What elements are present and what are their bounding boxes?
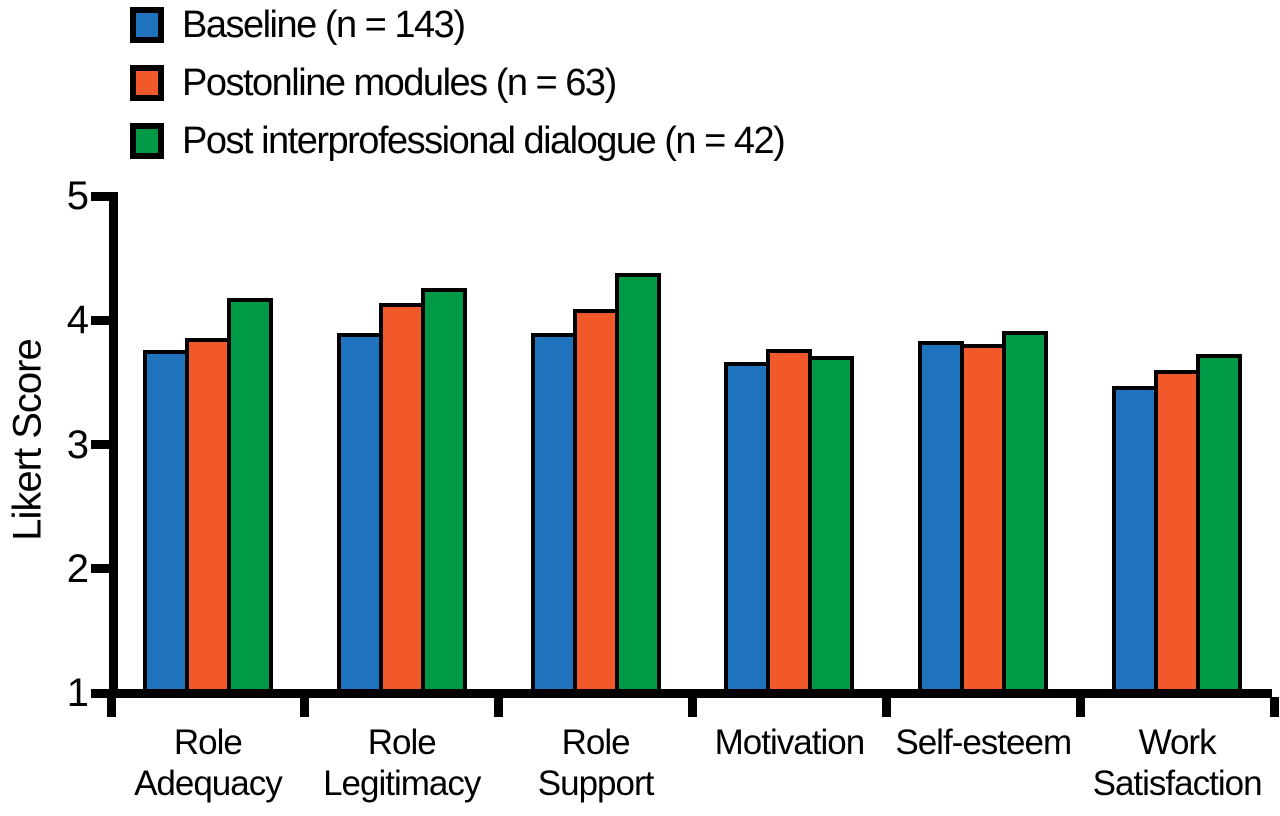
- x-tick: [688, 697, 697, 717]
- bar-work-satisfaction-baseline: [1112, 386, 1159, 693]
- x-category-label-role-legitimacy: Role Legitimacy: [292, 722, 512, 804]
- legend-swatch-postonline-modules: [130, 65, 164, 101]
- bar-role-adequacy-postonline-modules: [184, 337, 231, 693]
- bar-motivation-postonline-modules: [766, 348, 813, 693]
- y-tick-label: 2: [66, 546, 89, 591]
- bar-role-adequacy-baseline: [142, 350, 189, 693]
- x-category-label-line: Role: [173, 723, 243, 762]
- x-category-label-self-esteem: Self-esteem: [873, 722, 1093, 763]
- y-axis-line: [109, 192, 118, 697]
- x-category-label-line: Satisfaction: [1092, 764, 1263, 803]
- x-category-label-line: Role: [561, 723, 631, 762]
- x-category-label-role-adequacy: Role Adequacy: [98, 722, 318, 804]
- x-category-label-line: Self-esteem: [895, 723, 1072, 762]
- bar-motivation-baseline: [724, 362, 771, 693]
- bar-role-legitimacy-baseline: [336, 332, 383, 693]
- bar-self-esteem-postonline-modules: [960, 343, 1007, 693]
- x-category-label-line: Role: [367, 723, 437, 762]
- legend-item-post-interprofessional-dialogue: Post interprofessional dialogue (n = 42): [130, 118, 786, 164]
- x-category-label-line: Adequacy: [134, 764, 283, 803]
- x-category-label-role-support: Role Support: [486, 722, 706, 804]
- bar-role-legitimacy-post-interprofessional-dialogue: [420, 287, 467, 693]
- x-category-label-line: Legitimacy: [323, 764, 481, 803]
- bar-work-satisfaction-postonline-modules: [1154, 369, 1201, 693]
- x-tick: [300, 697, 310, 717]
- y-tick-label: 3: [66, 422, 89, 467]
- x-tick: [1269, 697, 1279, 717]
- x-tick: [1075, 697, 1085, 717]
- y-tick: [91, 440, 109, 449]
- y-tick-label: 4: [66, 298, 89, 343]
- legend-swatch-baseline: [130, 7, 164, 43]
- x-tick: [106, 697, 116, 717]
- y-tick: [91, 564, 109, 574]
- bar-motivation-post-interprofessional-dialogue: [808, 356, 855, 693]
- bar-self-esteem-post-interprofessional-dialogue: [1002, 331, 1049, 693]
- x-category-label-line: Motivation: [714, 723, 866, 762]
- y-tick: [91, 315, 109, 325]
- bar-self-esteem-baseline: [918, 341, 965, 693]
- bar-role-support-postonline-modules: [572, 309, 619, 693]
- legend-item-baseline: Baseline (n = 143): [130, 2, 784, 48]
- bar-role-legitimacy-postonline-modules: [378, 302, 425, 693]
- legend-label-baseline: Baseline (n = 143): [182, 3, 466, 46]
- bar-role-support-post-interprofessional-dialogue: [614, 273, 661, 693]
- y-tick-label: 5: [66, 174, 89, 218]
- y-tick: [91, 191, 109, 201]
- bar-work-satisfaction-post-interprofessional-dialogue: [1196, 353, 1243, 693]
- legend-swatch-post-interprofessional-dialogue: [130, 123, 164, 159]
- y-tick-label: 1: [66, 671, 89, 715]
- x-category-label-line: Work: [1138, 723, 1217, 762]
- x-axis-line: [93, 689, 1272, 698]
- x-category-label-work-satisfaction: Work Satisfaction: [1067, 722, 1280, 804]
- bar-role-support-baseline: [530, 332, 577, 693]
- x-tick: [881, 697, 891, 717]
- x-category-label-line: Support: [537, 764, 655, 803]
- bar-role-adequacy-post-interprofessional-dialogue: [226, 297, 273, 693]
- x-tick: [494, 697, 504, 717]
- y-tick: [91, 688, 109, 698]
- legend-label-post-interprofessional-dialogue: Post interprofessional dialogue (n = 42): [182, 119, 786, 162]
- chart-legend: Baseline (n = 143) Postonline modules (n…: [130, 2, 786, 176]
- legend-item-postonline-modules: Postonline modules (n = 63): [130, 60, 784, 106]
- x-category-label-motivation: Motivation: [679, 722, 899, 763]
- legend-label-postonline-modules: Postonline modules (n = 63): [182, 61, 617, 104]
